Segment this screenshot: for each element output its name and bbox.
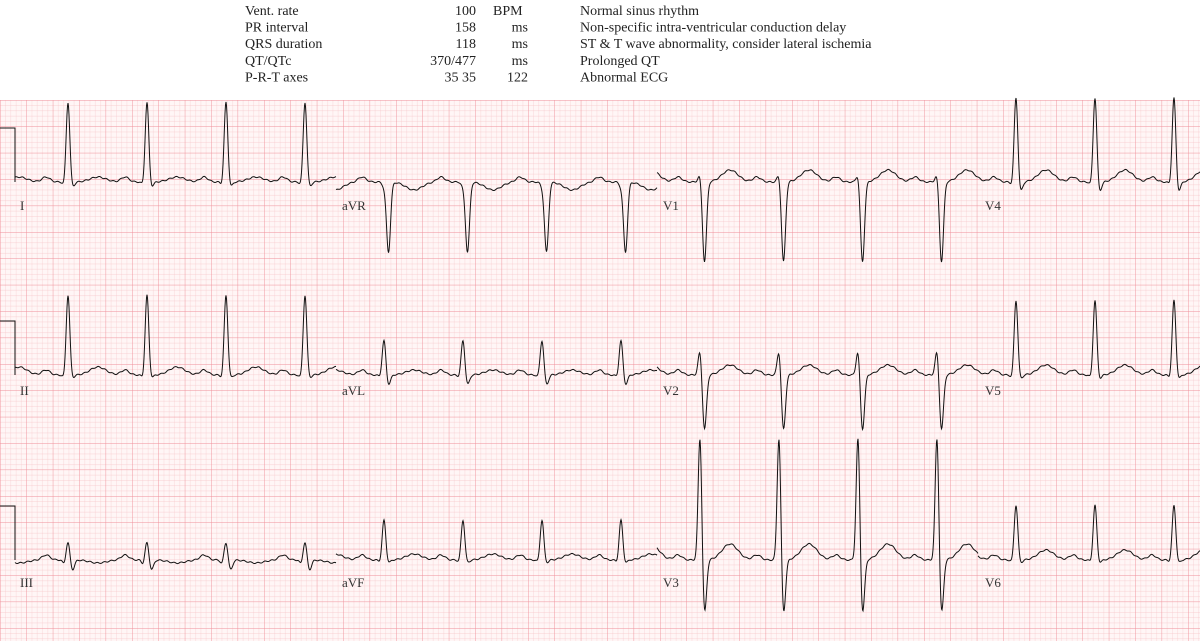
calibration-pulse <box>0 320 16 375</box>
measurement-label: Vent. rate <box>245 4 299 19</box>
lead-label: aVR <box>342 198 366 213</box>
measurement-value: 370/477 <box>430 54 476 69</box>
ecg-trace <box>977 504 1200 563</box>
measurement-label: PR interval <box>245 21 308 36</box>
measurement-unit: BPM <box>493 4 523 19</box>
lead-label: V2 <box>663 383 679 398</box>
lead-label: V6 <box>985 575 1001 590</box>
lead-label: V1 <box>663 198 679 213</box>
ecg-trace <box>335 518 658 564</box>
ecg-trace <box>14 541 337 571</box>
header: Vent. rate 100 BPM PR interval 158 ms QRS dura… <box>245 4 872 85</box>
interpretation-line: Prolonged QT <box>580 54 660 69</box>
ecg-trace <box>656 351 979 432</box>
measurement-unit: 122 <box>507 70 528 85</box>
measurement-value: 35 35 <box>445 70 477 85</box>
measurement-unit: ms <box>512 54 528 69</box>
measurement-value: 100 <box>455 4 476 19</box>
lead-label: aVL <box>342 383 365 398</box>
lead-label: V4 <box>985 198 1001 213</box>
traces <box>0 97 1200 613</box>
lead-label: II <box>20 383 29 398</box>
ecg-trace <box>656 168 979 263</box>
interpretation-line: Abnormal ECG <box>580 70 668 85</box>
ecg-trace <box>335 176 658 253</box>
interpretation-line: ST & T wave abnormality, consider latera… <box>580 37 872 52</box>
lead-label: V5 <box>985 383 1001 398</box>
measurement-label: P-R-T axes <box>245 70 308 85</box>
lead-label: I <box>20 198 24 213</box>
calibration-pulse <box>0 505 16 560</box>
ecg-trace <box>14 294 337 379</box>
measurement-value: 118 <box>456 37 476 52</box>
grid <box>0 100 1200 641</box>
ecg-trace <box>977 97 1200 192</box>
calibration-pulse <box>0 127 16 182</box>
ecg-trace <box>656 438 979 613</box>
measurement-label: QRS duration <box>245 37 322 52</box>
interpretation-line: Non-specific intra-ventricular conductio… <box>580 21 846 36</box>
measurement-value: 158 <box>455 21 476 36</box>
measurement-unit: ms <box>512 37 528 52</box>
interpretation-line: Normal sinus rhythm <box>580 4 699 19</box>
measurement-label: QT/QTc <box>245 54 291 69</box>
ecg-trace <box>335 338 658 386</box>
ecg-trace <box>977 299 1200 379</box>
ecg-trace <box>14 101 337 187</box>
lead-label: aVF <box>342 575 364 590</box>
measurement-unit: ms <box>512 21 528 36</box>
lead-label: V3 <box>663 575 679 590</box>
lead-label: III <box>20 575 33 590</box>
